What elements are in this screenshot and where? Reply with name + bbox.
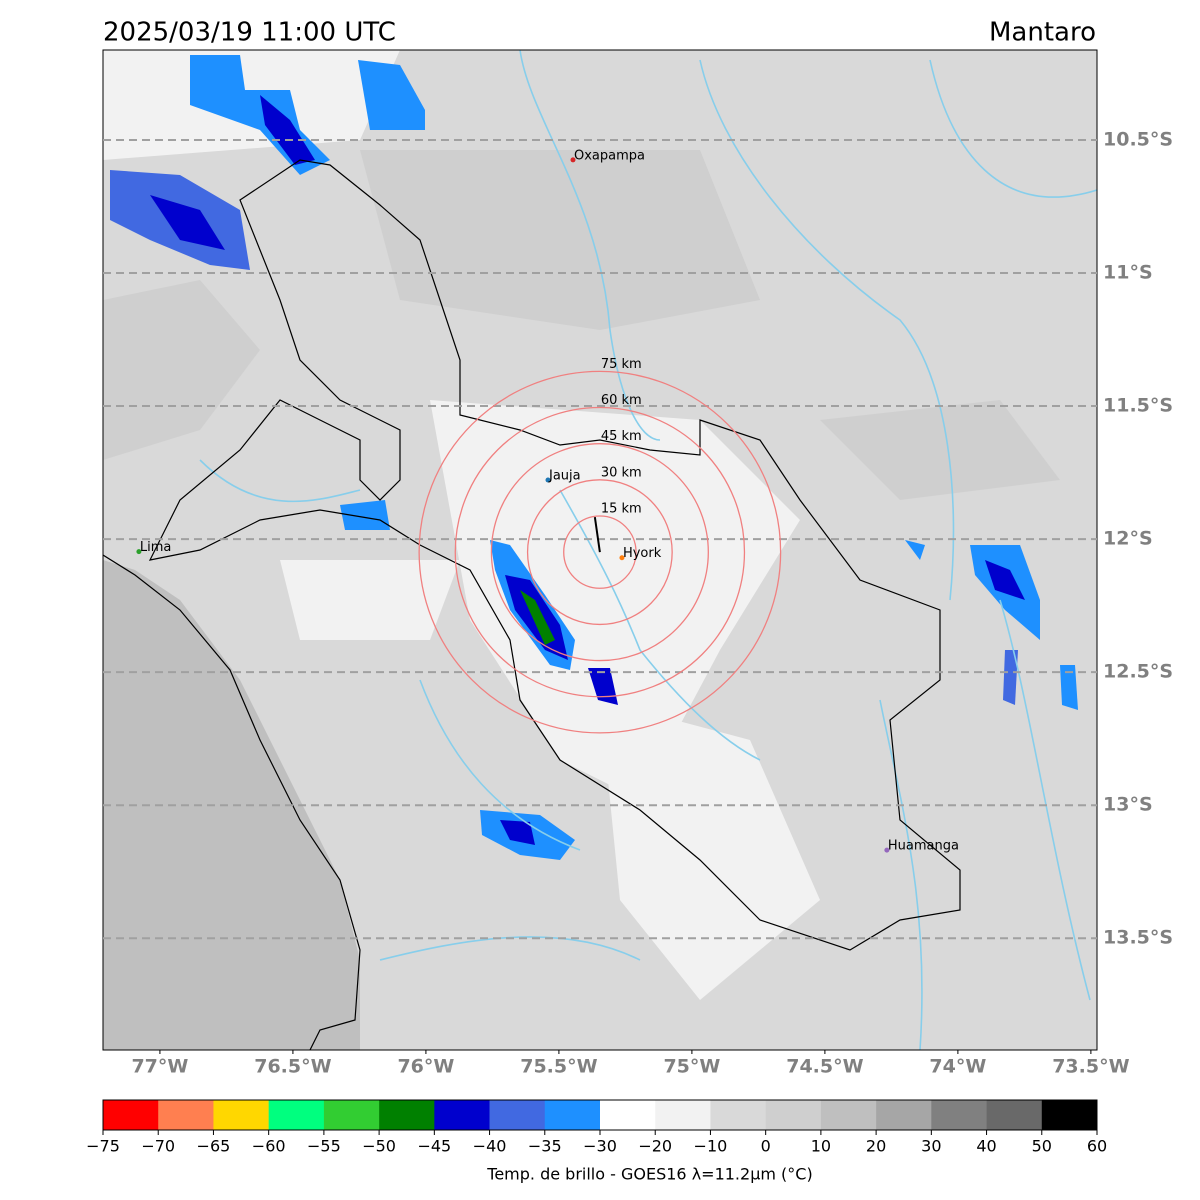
- colorbar-tick-label: −30: [583, 1137, 617, 1156]
- city-label: Huamanga: [888, 839, 959, 854]
- city-label: Oxapampa: [574, 148, 645, 163]
- colorbar-bin: [876, 1100, 932, 1130]
- range-ring: [490, 443, 709, 662]
- colorbar-tick-label: −35: [528, 1137, 562, 1156]
- colorbar-bin: [158, 1100, 214, 1130]
- lat-label: 12.5°S: [1103, 661, 1173, 683]
- colorbar-tick-label: 0: [761, 1137, 771, 1156]
- lon-label: 76.5°W: [254, 1056, 331, 1078]
- range-ring-label: 15 km: [601, 501, 642, 516]
- colorbar-tick-label: 50: [1032, 1137, 1052, 1156]
- title: 2025/03/19 11:00 UTC: [103, 18, 396, 48]
- city-label: Hyork: [623, 546, 662, 561]
- lat-label: 13°S: [1103, 794, 1153, 816]
- city-marker: [570, 157, 576, 163]
- range-ring-label: 30 km: [601, 465, 642, 480]
- colorbar-tick-label: −45: [417, 1137, 451, 1156]
- colorbar-tick-label: 60: [1087, 1137, 1107, 1156]
- range-ring: [454, 406, 746, 698]
- colorbar-bin: [323, 1100, 380, 1130]
- colorbar-tick-label: −70: [141, 1137, 175, 1156]
- map-frame: [102, 49, 1098, 1051]
- lat-label: 10.5°S: [1103, 128, 1173, 150]
- colorbar-label: Temp. de brillo - GOES16 λ=11.2μm (°C): [486, 1165, 812, 1184]
- colorbar-bin: [820, 1100, 877, 1130]
- colorbar-bin: [268, 1100, 325, 1130]
- colorbar-tick-label: −50: [362, 1137, 396, 1156]
- lat-label: 11.5°S: [1103, 395, 1173, 417]
- city-marker: [545, 477, 551, 483]
- colorbar-bin: [986, 1100, 1043, 1130]
- colorbar-bin: [489, 1100, 546, 1130]
- lat-label: 13.5°S: [1103, 927, 1173, 949]
- city-label: Jauja: [548, 469, 581, 484]
- colorbar-bin: [710, 1100, 766, 1130]
- city-marker: [136, 549, 142, 555]
- radar-beam: [593, 516, 601, 553]
- range-ring-label: 75 km: [601, 357, 642, 372]
- colorbar-tick-label: −10: [694, 1137, 728, 1156]
- colorbar-bin: [931, 1100, 987, 1130]
- colorbar-bin: [103, 1100, 159, 1130]
- lon-label: 75°W: [663, 1056, 720, 1078]
- range-ring-label: 45 km: [601, 429, 642, 444]
- city-label: Lima: [140, 540, 171, 555]
- colorbar-bin: [600, 1100, 656, 1130]
- colorbar-bin: [379, 1100, 435, 1130]
- range-ring-label: 60 km: [601, 393, 642, 408]
- colorbar-tick-label: −65: [197, 1137, 231, 1156]
- colorbar-tick-label: 30: [921, 1137, 941, 1156]
- colorbar-tick-label: 40: [976, 1137, 996, 1156]
- colorbar-bin: [544, 1100, 601, 1130]
- range-ring: [563, 515, 637, 589]
- lat-label: 11°S: [1103, 261, 1153, 283]
- lon-label: 76°W: [397, 1056, 454, 1078]
- overlay: [103, 138, 1097, 940]
- colorbar-bin: [1041, 1100, 1098, 1130]
- city-marker: [619, 555, 625, 561]
- range-ring: [418, 370, 782, 734]
- lon-label: 75.5°W: [520, 1056, 597, 1078]
- region: Mantaro: [989, 18, 1096, 48]
- range-ring: [526, 479, 673, 626]
- colorbar-tick-label: −55: [307, 1137, 341, 1156]
- colorbar-tick-label: 10: [811, 1137, 831, 1156]
- colorbar-bin: [434, 1100, 490, 1130]
- colorbar-tick-label: 20: [866, 1137, 886, 1156]
- city-marker: [884, 847, 890, 853]
- colorbar-bin: [655, 1100, 711, 1130]
- colorbar-tick-label: −60: [252, 1137, 286, 1156]
- colorbar-bin: [213, 1100, 269, 1130]
- colorbar-tick-label: −40: [473, 1137, 507, 1156]
- colorbar-tick-label: −20: [638, 1137, 672, 1156]
- colorbar-bin: [765, 1100, 822, 1130]
- lat-label: 12°S: [1103, 528, 1153, 550]
- map-imagery: [103, 50, 1097, 1050]
- lon-label: 74.5°W: [786, 1056, 863, 1078]
- colorbar-tick-label: −75: [86, 1137, 120, 1156]
- lon-label: 74°W: [929, 1056, 986, 1078]
- lon-label: 73.5°W: [1052, 1056, 1129, 1078]
- lon-label: 77°W: [131, 1056, 188, 1078]
